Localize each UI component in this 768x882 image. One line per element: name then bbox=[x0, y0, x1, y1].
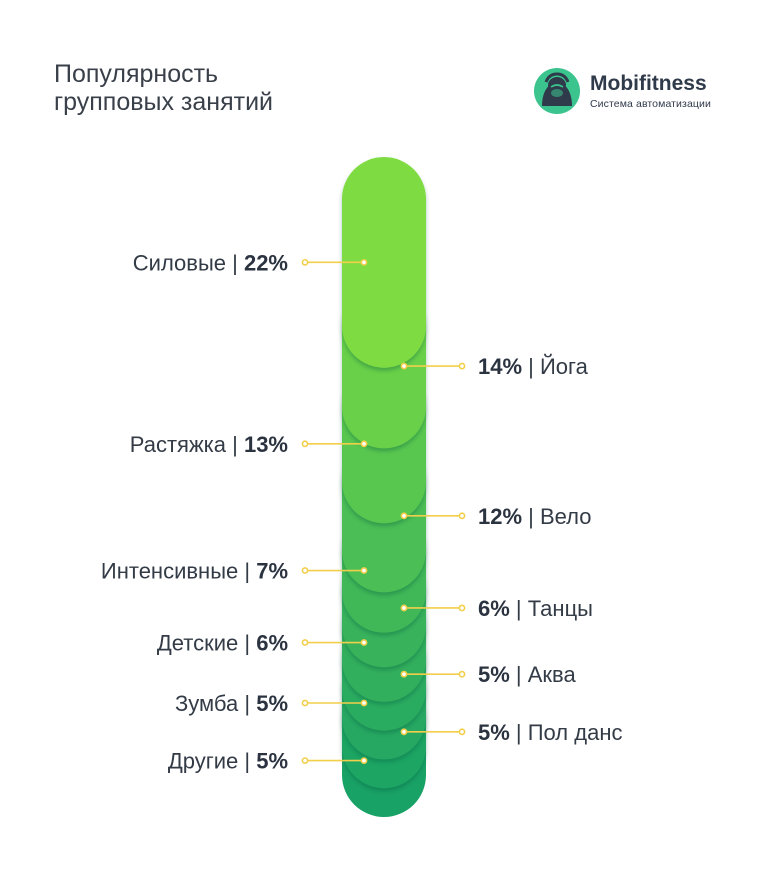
leader-dot-6-inner bbox=[400, 604, 408, 612]
segment-labels: Силовые | 22% 14% | Йога Растяжка | 13% 12%… bbox=[101, 250, 623, 773]
leader-dot-3-outer bbox=[301, 440, 309, 448]
gorilla-logo-icon bbox=[534, 68, 580, 114]
data-label-10: 5% | Пол данс bbox=[478, 720, 622, 745]
data-label-9: Зумба | 5% bbox=[175, 691, 288, 716]
title-line-2: групповых занятий bbox=[54, 88, 274, 116]
leader-dot-10-outer bbox=[458, 728, 466, 736]
leader-dot-11-outer bbox=[301, 757, 309, 764]
percent-value: 13% bbox=[244, 432, 288, 457]
percent-value: 12% bbox=[478, 504, 522, 529]
leader-dot-4-outer bbox=[458, 512, 466, 520]
data-label-5: Интенсивные | 7% bbox=[101, 559, 288, 584]
data-label-8: 5% | Аква bbox=[478, 662, 576, 687]
percent-value: 5% bbox=[256, 749, 288, 774]
bar-segment-1 bbox=[342, 157, 426, 368]
category-name: | Пол данс bbox=[510, 720, 623, 745]
data-label-3: Растяжка | 13% bbox=[130, 432, 288, 457]
leader-dot-1-inner bbox=[360, 258, 368, 266]
percent-value: 7% bbox=[256, 559, 288, 584]
leader-dot-9-outer bbox=[301, 699, 309, 707]
brand-logo: Mobifitness Система автоматизации bbox=[534, 68, 711, 114]
data-label-6: 6% | Танцы bbox=[478, 596, 593, 621]
category-name: Детские | bbox=[157, 631, 256, 656]
leader-dot-4-inner bbox=[400, 512, 408, 520]
brand-name: Mobifitness bbox=[590, 71, 707, 95]
category-name: Растяжка | bbox=[130, 432, 244, 457]
percent-value: 5% bbox=[478, 662, 510, 687]
percent-value: 6% bbox=[256, 631, 288, 656]
leader-dot-3-inner bbox=[360, 440, 368, 448]
leader-dot-7-outer bbox=[301, 639, 309, 646]
category-name: Зумба | bbox=[175, 691, 256, 716]
leader-dot-5-inner bbox=[360, 567, 368, 574]
leader-dot-10-inner bbox=[400, 728, 408, 736]
category-name: | Вело bbox=[522, 504, 591, 529]
percent-value: 22% bbox=[244, 250, 288, 275]
data-label-2: 14% | Йога bbox=[478, 354, 589, 379]
category-name: Интенсивные | bbox=[101, 559, 256, 584]
category-name: | Йога bbox=[522, 354, 589, 379]
leader-dot-9-inner bbox=[360, 699, 368, 707]
category-name: Силовые | bbox=[133, 250, 244, 275]
leader-dot-2-outer bbox=[458, 362, 466, 370]
leader-dot-1-outer bbox=[301, 258, 309, 266]
leader-dot-2-inner bbox=[400, 362, 408, 370]
category-name: | Аква bbox=[510, 662, 577, 687]
percent-value: 5% bbox=[256, 691, 288, 716]
percent-value: 6% bbox=[478, 596, 510, 621]
category-name: | Танцы bbox=[510, 596, 593, 621]
title-line-1: Популярность bbox=[54, 60, 219, 88]
data-label-11: Другие | 5% bbox=[168, 749, 288, 774]
leader-dot-11-inner bbox=[360, 757, 368, 764]
page-title: Популярность групповых занятий bbox=[54, 60, 273, 116]
leader-dot-8-inner bbox=[400, 670, 408, 678]
data-label-7: Детские | 6% bbox=[157, 631, 288, 656]
percent-value: 14% bbox=[478, 354, 522, 379]
column-segments bbox=[342, 157, 426, 817]
leader-dot-5-outer bbox=[301, 567, 309, 574]
brand-tagline: Система автоматизации bbox=[590, 97, 711, 110]
data-label-4: 12% | Вело bbox=[478, 504, 591, 529]
leader-dot-6-outer bbox=[458, 604, 466, 612]
data-label-1: Силовые | 22% bbox=[133, 250, 288, 275]
category-name: Другие | bbox=[168, 749, 256, 774]
leader-dot-8-outer bbox=[458, 670, 466, 678]
leader-dot-7-inner bbox=[360, 639, 368, 646]
percent-value: 5% bbox=[478, 720, 510, 745]
